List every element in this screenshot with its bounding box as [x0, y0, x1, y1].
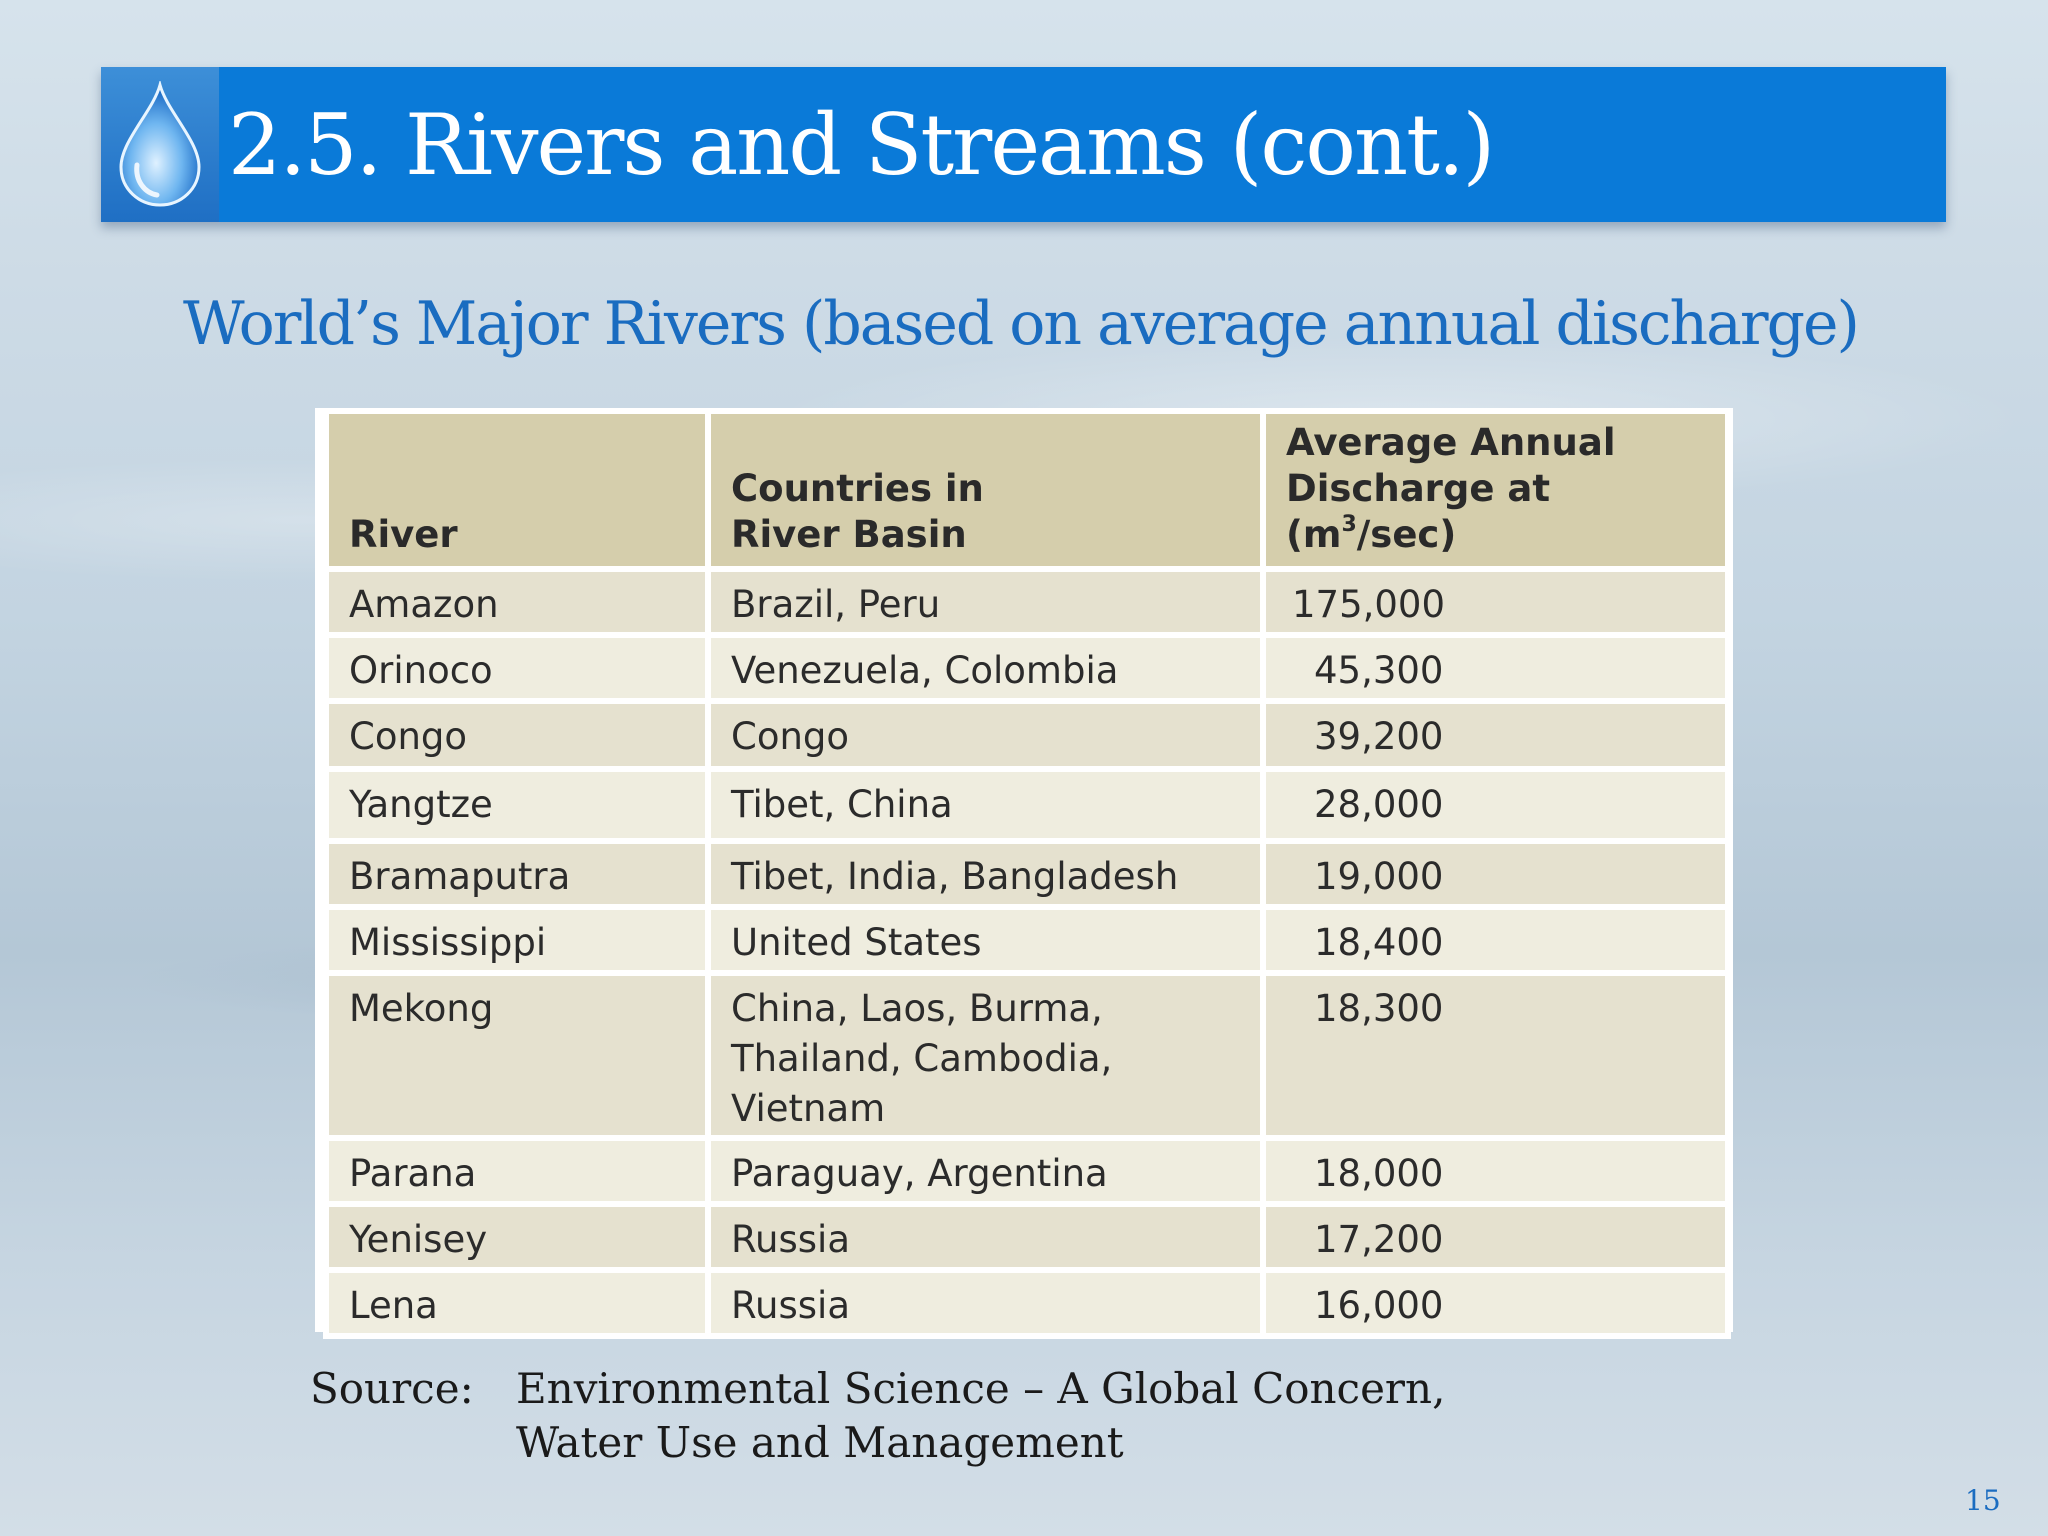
river-name-cell: Congo [323, 698, 711, 772]
water-drop-icon [119, 81, 201, 207]
country-line: Vietnam [731, 1087, 886, 1130]
table-row: Mississippi United States 18,400 [323, 904, 1731, 976]
country-line: Venezuela, Colombia [731, 649, 1119, 692]
countries-cell: Paraguay, Argentina [705, 1135, 1266, 1207]
table-row: Orinoco Venezuela, Colombia 45,300 [323, 632, 1731, 704]
slide-title: 2.5. Rivers and Streams (cont.) [228, 96, 1495, 194]
river-name-cell: Amazon [323, 566, 711, 638]
country-line: China, Laos, Burma, [731, 987, 1103, 1030]
table-row: Bramaputra Tibet, India, Bangladesh 19,000 [323, 838, 1731, 910]
table-row: Lena Russia 16,000 [323, 1267, 1731, 1339]
country-line: Tibet, India, Bangladesh [731, 855, 1179, 898]
country-line: Congo [731, 715, 850, 758]
discharge-cell: 18,300 [1260, 970, 1731, 1141]
river-name-cell: Orinoco [323, 632, 711, 704]
river-name-cell: Mekong [323, 970, 711, 1141]
country-line: Russia [731, 1218, 851, 1261]
countries-cell: Russia [705, 1267, 1266, 1339]
table-row: Congo Congo 39,200 [323, 698, 1731, 772]
header-discharge: Average Annual Discharge at (m3/sec) [1260, 408, 1731, 572]
river-name-cell: Yangtze [323, 766, 711, 844]
countries-cell: Brazil, Peru [705, 566, 1266, 638]
discharge-cell: 175,000 [1260, 566, 1731, 638]
country-line: Russia [731, 1284, 851, 1327]
country-line: Paraguay, Argentina [731, 1152, 1108, 1195]
country-line: Brazil, Peru [731, 583, 941, 626]
countries-cell: United States [705, 904, 1266, 976]
rivers-table-body: Amazon Brazil, Peru 175,000 Orinoco Venezuel… [323, 566, 1731, 1339]
discharge-cell: 19,000 [1260, 838, 1731, 910]
discharge-cell: 39,200 [1260, 698, 1731, 772]
country-line: Thailand, Cambodia, [731, 1037, 1113, 1080]
countries-cell: Tibet, India, Bangladesh [705, 838, 1266, 910]
table-header-row: River Countries in River Basin Average A… [323, 408, 1731, 572]
title-bar: 2.5. Rivers and Streams (cont.) [101, 67, 1946, 222]
rivers-table: River Countries in River Basin Average A… [323, 408, 1731, 1339]
countries-cell: Venezuela, Colombia [705, 632, 1266, 704]
source-line-2: Water Use and Management [516, 1418, 1124, 1467]
header-countries: Countries in River Basin [705, 408, 1266, 572]
table-row: Mekong China, Laos, Burma, Thailand, Cambo… [323, 970, 1731, 1141]
discharge-unit: (m3/sec) [1286, 512, 1457, 556]
discharge-cell: 45,300 [1260, 632, 1731, 704]
rivers-table-frame: River Countries in River Basin Average A… [315, 408, 1733, 1339]
table-row: Yangtze Tibet, China 28,000 [323, 766, 1731, 844]
source-citation: Environmental Science – A Global Concern… [516, 1362, 1445, 1470]
slide-subtitle: World’s Major Rivers (based on average a… [183, 289, 1860, 359]
river-name-cell: Yenisey [323, 1201, 711, 1273]
source-line-1: Environmental Science – A Global Concern… [516, 1364, 1446, 1413]
countries-cell: China, Laos, Burma, Thailand, Cambodia, Vi… [705, 970, 1266, 1141]
table-row: Amazon Brazil, Peru 175,000 [323, 566, 1731, 638]
drop-icon-box [101, 67, 219, 222]
countries-cell: Congo [705, 698, 1266, 772]
discharge-cell: 18,400 [1260, 904, 1731, 976]
table-row: Parana Paraguay, Argentina 18,000 [323, 1135, 1731, 1207]
country-line: Tibet, China [731, 783, 953, 826]
discharge-cell: 18,000 [1260, 1135, 1731, 1207]
discharge-cell: 16,000 [1260, 1267, 1731, 1339]
discharge-cell: 28,000 [1260, 766, 1731, 844]
country-line: United States [731, 921, 982, 964]
header-river: River [323, 408, 711, 572]
page-number: 15 [1965, 1484, 2001, 1517]
source-label: Source: [310, 1364, 474, 1413]
river-name-cell: Mississippi [323, 904, 711, 976]
river-name-cell: Lena [323, 1267, 711, 1339]
discharge-cell: 17,200 [1260, 1201, 1731, 1273]
river-name-cell: Parana [323, 1135, 711, 1207]
river-name-cell: Bramaputra [323, 838, 711, 910]
countries-cell: Russia [705, 1201, 1266, 1273]
countries-cell: Tibet, China [705, 766, 1266, 844]
table-row: Yenisey Russia 17,200 [323, 1201, 1731, 1273]
